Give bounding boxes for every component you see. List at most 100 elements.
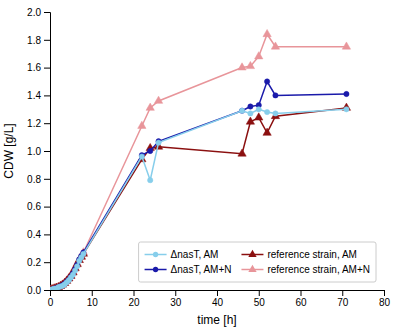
tick: 1.2 bbox=[27, 118, 50, 129]
point bbox=[264, 79, 269, 84]
tick-label: 50 bbox=[254, 297, 266, 308]
tick-mark bbox=[44, 207, 50, 208]
legend-label: ΔnasT, AM bbox=[171, 249, 219, 260]
y-axis-title: CDW [g/L] bbox=[2, 123, 16, 178]
chart: 010203040506070800.00.20.40.60.81.01.21.… bbox=[0, 0, 400, 332]
tick-mark bbox=[44, 40, 50, 41]
tick-label: 1.4 bbox=[27, 90, 41, 101]
legend-box bbox=[139, 242, 376, 282]
tick: 0.0 bbox=[27, 285, 50, 296]
plot: 010203040506070800.00.20.40.60.81.01.21.… bbox=[27, 7, 390, 308]
point bbox=[255, 113, 263, 120]
x-axis-title: time [h] bbox=[197, 313, 236, 327]
tick-mark bbox=[92, 290, 93, 296]
point bbox=[239, 108, 244, 113]
point bbox=[342, 42, 350, 49]
tick-label: 70 bbox=[337, 297, 349, 308]
point bbox=[146, 103, 154, 110]
legend-marker bbox=[248, 265, 256, 272]
tick-mark bbox=[175, 290, 176, 296]
point bbox=[238, 63, 246, 70]
point bbox=[263, 29, 271, 36]
axis-line bbox=[44, 13, 51, 291]
point bbox=[248, 111, 253, 116]
tick: 30 bbox=[170, 290, 182, 308]
tick-label: 1.2 bbox=[27, 118, 41, 129]
tick: 1.0 bbox=[27, 146, 50, 157]
point bbox=[139, 154, 144, 159]
tick-mark bbox=[259, 290, 260, 296]
tick-label: 1.0 bbox=[27, 146, 41, 157]
tick-mark bbox=[134, 290, 135, 296]
point bbox=[81, 251, 86, 256]
tick: 70 bbox=[337, 290, 349, 308]
tick-label: 0.8 bbox=[27, 174, 41, 185]
point bbox=[138, 121, 146, 128]
tick-mark bbox=[342, 290, 343, 296]
tick: 10 bbox=[87, 290, 99, 308]
tick-mark bbox=[44, 179, 50, 180]
tick: 40 bbox=[212, 290, 224, 308]
point bbox=[263, 128, 271, 135]
tick: 0.6 bbox=[27, 201, 50, 212]
point bbox=[248, 104, 253, 109]
point bbox=[273, 93, 278, 98]
tick-mark bbox=[44, 12, 50, 13]
tick: 1.8 bbox=[27, 35, 50, 46]
point bbox=[156, 140, 161, 145]
tick: 60 bbox=[295, 290, 307, 308]
tick: 50 bbox=[254, 290, 266, 308]
tick-mark bbox=[384, 290, 385, 296]
tick: 2.0 bbox=[27, 7, 50, 18]
x-axis: 0 10 20 30 40 50 60 70 80 bbox=[48, 290, 391, 308]
tick: 1.6 bbox=[27, 62, 50, 73]
tick: 1.4 bbox=[27, 90, 50, 101]
point bbox=[344, 107, 349, 112]
point bbox=[255, 52, 263, 59]
point bbox=[246, 117, 254, 124]
tick-mark bbox=[44, 262, 50, 263]
legend-item: ΔnasT, AM bbox=[145, 249, 219, 260]
point bbox=[273, 111, 278, 116]
tick-mark bbox=[44, 68, 50, 69]
tick-mark bbox=[44, 151, 50, 152]
tick-label: 0 bbox=[48, 297, 54, 308]
tick-label: 0.0 bbox=[27, 285, 41, 296]
point bbox=[256, 107, 261, 112]
legend-item: ΔnasT, AM+N bbox=[145, 264, 232, 275]
legend-marker bbox=[248, 250, 256, 257]
tick: 0.8 bbox=[27, 174, 50, 185]
tick: 0 bbox=[48, 290, 54, 308]
tick-mark bbox=[44, 290, 50, 291]
point bbox=[74, 264, 79, 269]
tick-label: 2.0 bbox=[27, 7, 41, 18]
tick-label: 80 bbox=[379, 297, 391, 308]
tick: 80 bbox=[379, 290, 391, 308]
tick-label: 0.2 bbox=[27, 257, 41, 268]
tick-label: 0.6 bbox=[27, 201, 41, 212]
tick-label: 40 bbox=[212, 297, 224, 308]
tick-label: 30 bbox=[170, 297, 182, 308]
legend-label: reference strain, AM bbox=[267, 249, 356, 260]
legend-marker bbox=[153, 267, 158, 272]
y-axis: 0.00.20.40.60.81.01.21.41.61.82.0 bbox=[27, 7, 50, 296]
tick-label: 20 bbox=[128, 297, 140, 308]
tick-mark bbox=[44, 95, 50, 96]
tick-label: 1.6 bbox=[27, 62, 41, 73]
legend-label: ΔnasT, AM+N bbox=[171, 264, 232, 275]
tick-label: 10 bbox=[87, 297, 99, 308]
point bbox=[271, 42, 279, 49]
tick-label: 60 bbox=[295, 297, 307, 308]
point bbox=[154, 96, 162, 103]
tick: 20 bbox=[128, 290, 140, 308]
legend: ΔnasT, AM ΔnasT, AM+N reference strain, AM… bbox=[139, 242, 376, 282]
tick-mark bbox=[301, 290, 302, 296]
point bbox=[148, 148, 153, 153]
legend-marker bbox=[153, 252, 158, 257]
tick-mark bbox=[44, 234, 50, 235]
point bbox=[246, 61, 254, 68]
legend-item: reference strain, AM bbox=[241, 249, 356, 260]
axis-line bbox=[51, 291, 385, 297]
tick-mark bbox=[217, 290, 218, 296]
point bbox=[344, 91, 349, 96]
